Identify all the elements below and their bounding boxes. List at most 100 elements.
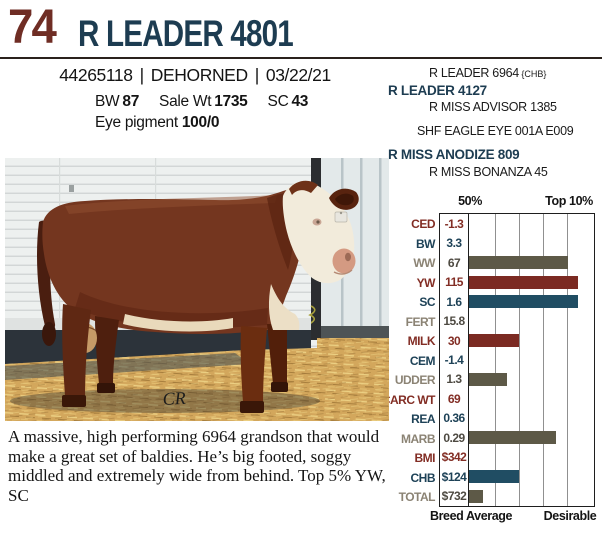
epd-row-label: CEM: [409, 353, 436, 368]
epd-row: -1.3: [440, 214, 594, 234]
eye-pigment-label: Eye pigment: [95, 114, 178, 131]
sc-value: 43: [291, 93, 309, 110]
epd-plot-area: [469, 350, 594, 369]
epd-plot-area: [469, 389, 594, 408]
epd-bar: [469, 489, 483, 503]
epd-row: 15.8: [440, 311, 594, 331]
epd-bar: [469, 256, 568, 270]
chart-header-top10pct: Top 10%: [545, 194, 593, 208]
pedigree-parent: R MISS ANODIZE 809: [388, 147, 520, 162]
epd-row-label: CHB: [410, 470, 436, 485]
epd-row-label: YW: [416, 275, 436, 290]
registration-number: 44265118: [59, 65, 133, 85]
animal-name-title: R LEADER 4801: [78, 13, 294, 54]
epd-value: 0.29: [440, 428, 469, 448]
epd-bar: [469, 431, 556, 445]
epd-value: 0.36: [440, 408, 469, 429]
bull-photo: CR: [5, 158, 389, 421]
epd-row: $732: [440, 486, 594, 507]
sc-label: SC: [267, 93, 289, 110]
epd-row-label: FERT: [405, 314, 436, 329]
epd-table: -1.3 3.3 67 115 1.6 15.8 30 -1.4 1.3 69 0.36 0.29 $3…: [439, 213, 595, 507]
epd-plot-area: [469, 428, 594, 447]
pedigree-ancestor: SHF EAGLE EYE 001A E009: [417, 124, 574, 138]
pedigree-ancestor: R MISS ADVISOR 1385: [429, 100, 557, 114]
epd-plot-area: [469, 292, 594, 311]
pedigree-parent: R LEADER 4127: [388, 83, 487, 98]
epd-row-label: CED: [411, 217, 435, 232]
epd-value: 1.3: [440, 369, 469, 390]
epd-bar: [469, 372, 508, 386]
epd-plot-area: [469, 487, 594, 506]
header-divider: [0, 57, 602, 59]
epd-plot-area: [469, 233, 594, 252]
epd-value: 69: [440, 389, 469, 409]
chart-gridline: [519, 214, 520, 506]
epd-row: $124: [440, 467, 594, 487]
epd-row-label: UDDER: [394, 373, 436, 388]
epd-row-label: REA: [411, 412, 435, 427]
epd-bar: [469, 275, 579, 289]
epd-plot-area: [469, 409, 594, 428]
epd-row: 0.29: [440, 428, 594, 448]
bw-value: 87: [122, 93, 140, 110]
epd-row-label: BW: [416, 236, 436, 251]
epd-value: $124: [440, 467, 469, 487]
chart-gridline: [543, 214, 545, 506]
epd-chart: 50% Top 10% CED BW WW YW SC FERT MILK CEM UDDER C…: [381, 192, 602, 532]
separator: |: [254, 65, 260, 85]
epd-row: -1.4: [440, 350, 594, 370]
chart-header-50pct: 50%: [458, 194, 482, 208]
epd-plot-area: [469, 331, 594, 350]
epd-value: 3.3: [440, 233, 469, 253]
epd-value: $732: [440, 486, 469, 507]
epd-value: 115: [440, 272, 469, 292]
epd-value: -1.4: [440, 350, 469, 370]
epd-row: 30: [440, 330, 594, 351]
epd-row: 1.6: [440, 291, 594, 312]
epd-row-label: SC: [419, 295, 435, 310]
bw-label: BW: [95, 93, 120, 110]
pedigree-suffix: {CHB}: [518, 69, 547, 79]
epd-row-label: TOTAL: [398, 490, 436, 505]
epd-row: 69: [440, 389, 594, 409]
pedigree-ancestor: R LEADER 6964 {CHB}: [429, 66, 547, 80]
epd-value: 15.8: [440, 311, 469, 331]
registration-line: 44265118 | DEHORNED | 03/22/21: [0, 65, 390, 86]
epd-row: 3.3: [440, 233, 594, 253]
epd-row: $342: [440, 447, 594, 468]
epd-plot-area: [469, 448, 594, 467]
pedigree: R LEADER 6964 {CHB} R LEADER 4127 R MISS A…: [388, 66, 602, 182]
epd-value: 67: [440, 252, 469, 273]
epd-row-label: CARC WT: [381, 392, 436, 407]
epd-value: 30: [440, 330, 469, 351]
epd-bar: [469, 295, 579, 309]
chart-footer-breed-average: Breed Average: [429, 509, 513, 523]
hereford-bull: [37, 180, 359, 413]
sale-wt-value: 1735: [214, 93, 248, 110]
horn-status: DEHORNED: [150, 65, 248, 85]
epd-value: $342: [440, 447, 469, 468]
pedigree-ancestor: R MISS BONANZA 45: [429, 165, 548, 179]
separator: |: [139, 65, 145, 85]
epd-plot-area: [469, 253, 594, 272]
epd-plot-area: [469, 311, 594, 330]
epd-plot-area: [469, 467, 594, 486]
photographer-signature: CR: [162, 388, 186, 409]
epd-row-label: WW: [413, 256, 435, 271]
epd-row-label: MARB: [401, 431, 436, 446]
epd-plot-area: [469, 214, 594, 233]
chart-footer-desirable: Desirable: [543, 509, 597, 523]
epd-value: -1.3: [440, 214, 469, 234]
eye-pigment-value: 100/0: [181, 114, 220, 131]
epd-row: 115: [440, 272, 594, 292]
sale-wt-label: Sale Wt: [159, 93, 212, 110]
birth-date: 03/22/21: [265, 65, 331, 85]
epd-row: 0.36: [440, 408, 594, 429]
epd-bar: [469, 334, 519, 348]
lot-number: 74: [8, 1, 57, 54]
sale-description: A massive, high performing 6964 grandson…: [8, 427, 386, 505]
epd-row-label: MILK: [407, 334, 436, 349]
chart-gridline: [494, 214, 496, 506]
epd-row: 1.3: [440, 369, 594, 390]
